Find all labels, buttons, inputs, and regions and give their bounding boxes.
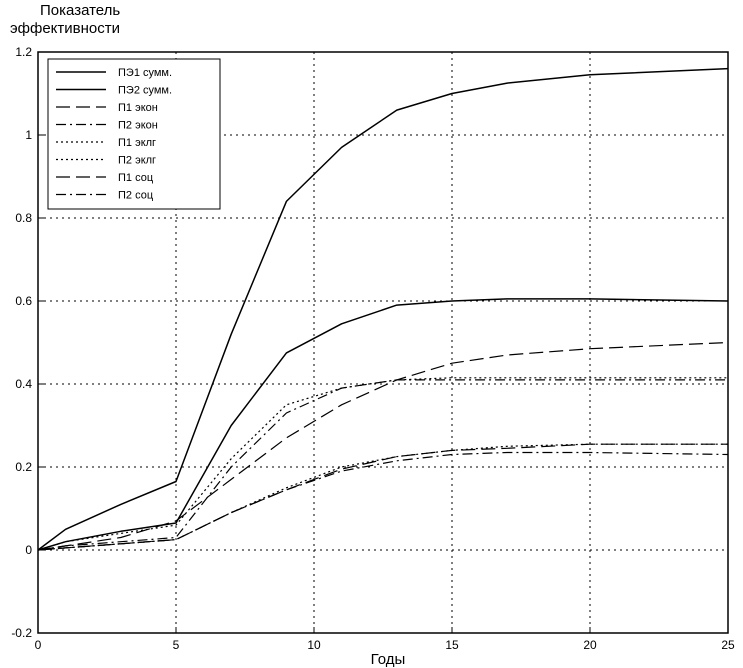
legend-item-3: П2 экон [56, 120, 158, 132]
x-tick-label-0: 0 [35, 638, 42, 652]
y-tick-label-3: 0.4 [15, 377, 32, 391]
series-lines [37, 67, 729, 551]
legend-label-5: П2 эклг [118, 155, 156, 167]
x-tick-label-2: 10 [307, 638, 321, 652]
y-axis-label-line-1: Показатель [40, 2, 120, 19]
legend-label-2: П1 экон [118, 102, 158, 114]
series-line-1 [37, 298, 729, 551]
series-line-4 [37, 377, 728, 551]
legend-items: ПЭ1 сумм. ПЭ2 сумм. П1 экон П2 экон П1 эклг П… [56, 67, 172, 202]
y-tick-label-2: 0.2 [15, 460, 32, 474]
legend-item-2: П1 экон [56, 102, 158, 114]
legend-label-4: П1 эклг [118, 137, 156, 149]
x-tick-label-1: 5 [173, 638, 180, 652]
series-line-3 [37, 379, 728, 551]
legend-item-0: ПЭ1 сумм. [56, 67, 172, 79]
x-tick-label-5: 25 [721, 638, 735, 652]
y-axis-label-line-2: эффективности [10, 20, 120, 37]
series-line-6 [37, 443, 728, 551]
legend-item-4: П1 эклг [56, 137, 156, 149]
legend-box [47, 58, 221, 210]
legend-label-7: П2 соц [118, 190, 154, 202]
series-line-0 [37, 67, 729, 551]
legend-item-6: П1 соц [56, 172, 154, 184]
series-line-5 [37, 443, 728, 551]
x-tick-label-3: 15 [445, 638, 459, 652]
legend-item-1: ПЭ2 сумм. [56, 85, 172, 97]
y-tick-label-5: 0.8 [15, 211, 32, 225]
y-tick-label-6: 1 [25, 128, 32, 142]
x-tick-label-4: 20 [583, 638, 597, 652]
y-tick-label-0: -0.2 [11, 626, 32, 640]
tick-labels: 0 5 10 15 20 25-0.200.20.40.60.811.2 [11, 45, 735, 652]
x-axis-label: Годы [371, 651, 406, 668]
legend-label-0: ПЭ1 сумм. [118, 67, 172, 79]
plot-frame [37, 51, 729, 634]
legend-item-7: П2 соц [56, 190, 154, 202]
legend-label-3: П2 экон [118, 120, 158, 132]
legend-label-1: ПЭ2 сумм. [118, 85, 172, 97]
legend: ПЭ1 сумм. ПЭ2 сумм. П1 экон П2 экон П1 эклг П… [47, 58, 221, 210]
legend-item-5: П2 эклг [56, 155, 156, 167]
series-line-7 [37, 451, 729, 551]
series-line-2 [37, 341, 729, 551]
y-tick-label-4: 0.6 [15, 294, 32, 308]
y-tick-label-7: 1.2 [15, 45, 32, 59]
legend-label-6: П1 соц [118, 172, 154, 184]
y-tick-label-1: 0 [25, 543, 32, 557]
